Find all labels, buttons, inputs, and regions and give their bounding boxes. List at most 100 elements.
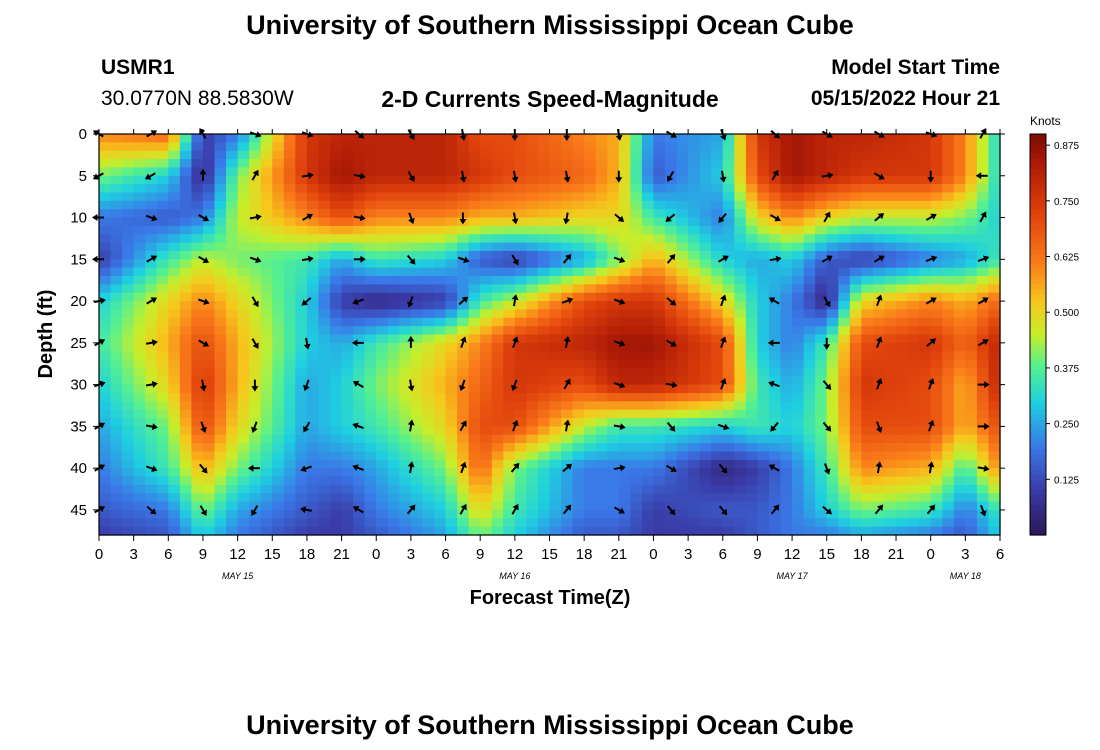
colorbar-swatch xyxy=(1030,329,1046,336)
heatmap-cell xyxy=(260,192,273,202)
heatmap-cell xyxy=(595,501,608,511)
heatmap-cell xyxy=(122,292,135,302)
heatmap-cell xyxy=(907,309,920,319)
heatmap-cell xyxy=(561,225,574,235)
heatmap-cell xyxy=(988,175,1001,185)
heatmap-cell xyxy=(330,418,343,427)
heatmap-cell xyxy=(826,159,839,169)
heatmap-cell xyxy=(826,259,839,269)
heatmap-cell xyxy=(919,476,932,486)
heatmap-cell xyxy=(815,200,828,210)
heatmap-cell xyxy=(399,518,412,528)
heatmap-cell xyxy=(260,184,273,194)
heatmap-cell xyxy=(433,150,447,160)
heatmap-cell xyxy=(942,134,955,143)
heatmap-cell xyxy=(792,493,805,503)
heatmap-cell xyxy=(179,134,193,143)
x-tick-label: 15 xyxy=(818,546,835,563)
heatmap-cell xyxy=(676,284,689,294)
heatmap-cell xyxy=(780,276,793,285)
heatmap-cell xyxy=(156,175,169,185)
colorbar-swatch xyxy=(1030,184,1046,190)
heatmap-cell xyxy=(272,250,285,260)
heatmap-cell xyxy=(803,509,816,519)
heatmap-cell xyxy=(514,309,527,319)
heatmap-cell xyxy=(838,376,851,386)
heatmap-cell xyxy=(445,276,458,285)
heatmap-cell xyxy=(711,334,724,344)
heatmap-cell xyxy=(780,234,793,244)
colorbar-swatch xyxy=(1030,494,1046,501)
heatmap-cell xyxy=(942,468,955,478)
colorbar-tick-label: 0.750 xyxy=(1054,197,1079,208)
heatmap-cell xyxy=(491,384,504,394)
heatmap-cell xyxy=(803,242,816,252)
heatmap-cell xyxy=(780,509,793,519)
x-tick-label: 3 xyxy=(407,546,415,563)
heatmap-cell xyxy=(179,175,193,185)
heatmap-cell xyxy=(722,217,735,227)
heatmap-cell xyxy=(884,142,897,152)
heatmap-cell xyxy=(676,175,689,185)
heatmap-cell xyxy=(410,401,424,411)
heatmap-cell xyxy=(849,409,862,419)
heatmap-cell xyxy=(607,259,620,269)
heatmap-cell xyxy=(607,167,620,177)
current-arrow xyxy=(351,339,364,347)
heatmap-cell xyxy=(514,351,527,361)
heatmap-cell xyxy=(641,284,655,294)
heatmap-cell xyxy=(341,250,354,260)
heatmap-cell xyxy=(156,234,169,244)
heatmap-cell xyxy=(295,184,308,194)
heatmap-cell xyxy=(711,217,724,227)
heatmap-cell xyxy=(457,159,470,169)
heatmap-cell xyxy=(445,401,458,411)
heatmap-cell xyxy=(191,159,204,169)
heatmap-cell xyxy=(930,459,943,469)
heatmap-cell xyxy=(514,200,527,210)
heatmap-cell xyxy=(202,267,216,277)
heatmap-cell xyxy=(549,134,562,143)
heatmap-cell xyxy=(884,175,897,185)
heatmap-cell xyxy=(145,409,158,419)
heatmap-cell xyxy=(122,493,135,503)
heatmap-cell xyxy=(838,501,851,511)
heatmap-cell xyxy=(849,292,862,302)
heatmap-cell xyxy=(653,501,666,511)
heatmap-cell xyxy=(283,192,296,202)
heatmap-cell xyxy=(387,267,400,277)
heatmap-cell xyxy=(815,217,828,227)
heatmap-cell xyxy=(318,309,331,319)
heatmap-cell xyxy=(780,184,793,194)
heatmap-cell xyxy=(988,301,1001,311)
heatmap-cell xyxy=(607,250,620,260)
heatmap-cell xyxy=(249,309,262,319)
heatmap-cell xyxy=(953,426,966,436)
heatmap-cell xyxy=(653,384,666,394)
heatmap-cell xyxy=(838,334,851,344)
heatmap-cell xyxy=(861,301,874,311)
heatmap-cell xyxy=(353,242,366,252)
heatmap-cell xyxy=(145,259,158,269)
heatmap-cell xyxy=(214,184,227,194)
heatmap-cell xyxy=(930,451,943,461)
heatmap-cell xyxy=(480,501,493,511)
current-arrow xyxy=(199,168,207,181)
heatmap-cell xyxy=(734,518,747,528)
heatmap-cell xyxy=(318,267,331,277)
heatmap-cell xyxy=(145,401,158,411)
heatmap-cell xyxy=(341,493,354,503)
heatmap-cell xyxy=(699,200,712,210)
heatmap-cell xyxy=(665,434,678,444)
heatmap-cell xyxy=(988,209,1001,219)
heatmap-cell xyxy=(226,418,239,427)
heatmap-cell xyxy=(422,317,435,327)
heatmap-cell xyxy=(341,518,354,528)
heatmap-cell xyxy=(976,134,990,143)
heatmap-cell xyxy=(99,493,112,503)
heatmap-cell xyxy=(953,451,966,461)
heatmap-cell xyxy=(318,159,331,169)
heatmap-cell xyxy=(526,284,539,294)
heatmap-cell xyxy=(295,359,308,369)
heatmap-cell xyxy=(306,184,320,194)
